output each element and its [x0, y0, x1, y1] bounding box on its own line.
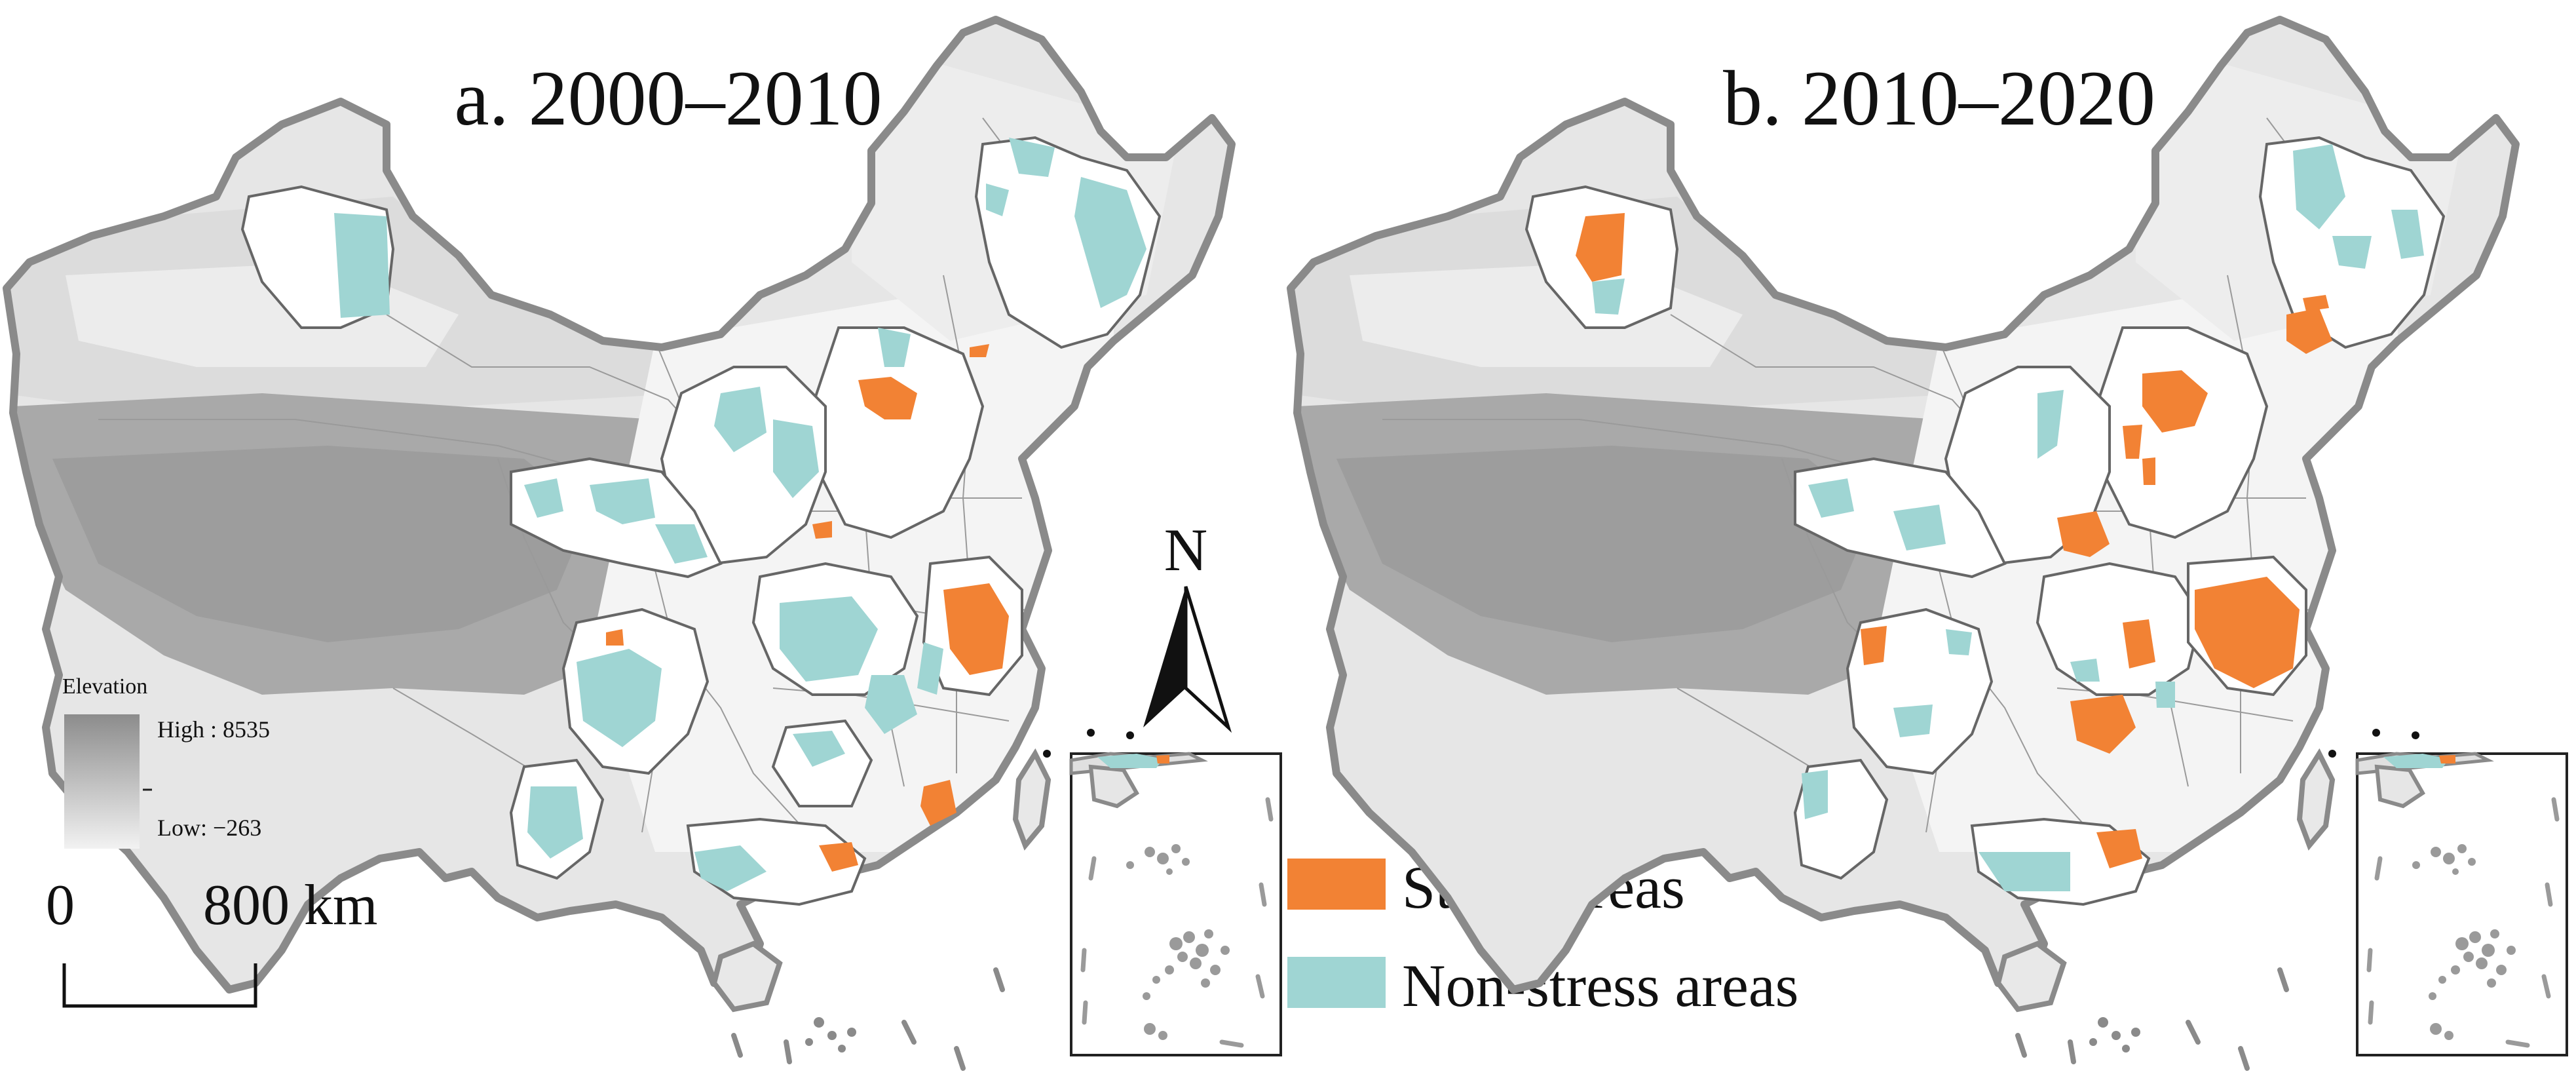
panel-b-map — [1284, 20, 2516, 1068]
stress-xinjiang-b — [1576, 213, 1625, 282]
nonstress-gansu-b — [1808, 478, 1854, 518]
nonstress-hubei-a — [780, 596, 878, 682]
nonstress-yunnan-b — [1802, 770, 1828, 819]
nonstress-northeast-b3 — [2332, 236, 2372, 269]
nonstress-ningxia-a — [655, 524, 708, 564]
stress-jiangsu-b — [2195, 577, 2300, 688]
legend-swatch-nonstress — [1287, 957, 1386, 1008]
nonstress-gansu-a — [524, 478, 563, 518]
panel-b-title: b. 2010–2020 — [1723, 54, 2155, 142]
stress-guangdong-a — [819, 842, 858, 872]
nonstress-anhui-a — [917, 642, 943, 695]
stress-hubei-b — [2123, 619, 2155, 668]
stress-central-b — [2057, 511, 2110, 557]
stress-sichuan-b — [1861, 626, 1887, 665]
stress-northeast-b2 — [2303, 295, 2329, 311]
nonstress-northeast-a2 — [1009, 138, 1055, 177]
nonstress-jiangxi-a — [865, 675, 917, 734]
elevation-legend: Elevation High : 8535 Low: −263 — [62, 674, 270, 849]
stress-fujian-a — [920, 780, 957, 826]
elevation-gradient-bar — [64, 714, 140, 849]
elevation-high-label: High : 8535 — [157, 716, 270, 743]
nonstress-yunnan-a — [527, 786, 583, 859]
scale-bar-end: 800 km — [203, 874, 377, 937]
stress-guangdong-b — [2096, 829, 2142, 868]
scale-bar: 0 800 km — [46, 874, 377, 1008]
stress-jiangsu-a — [943, 583, 1009, 675]
scale-bar-line — [62, 963, 257, 1008]
stress-beijing-b — [2142, 370, 2208, 433]
nonstress-xinjiang-b — [1592, 279, 1625, 315]
stress-hebei-b — [2123, 425, 2142, 459]
north-arrow-label: N — [1164, 516, 1207, 583]
legend-swatch-stress — [1287, 859, 1386, 910]
nonstress-gansu-a2 — [590, 478, 655, 524]
inset-south-china-sea-b — [2357, 754, 2567, 1055]
nonstress-xinjiang-a — [334, 213, 390, 318]
panel-a-title: a. 2000–2010 — [454, 54, 882, 142]
stress-liaoning-a — [970, 344, 989, 357]
stress-northeast-b — [2286, 308, 2332, 354]
nonstress-northeast-a3 — [986, 184, 1009, 216]
nonstress-central-north-b1 — [2037, 390, 2064, 459]
nonstress-guangxi-a — [694, 845, 767, 891]
nonstress-hebei-a — [878, 328, 911, 367]
north-arrow: N — [1143, 516, 1232, 733]
nonstress-gansu-b2 — [1893, 505, 1946, 551]
stress-sichuan-a — [606, 629, 624, 646]
stress-beijing-a — [858, 377, 917, 419]
nonstress-hunan-a — [793, 731, 845, 767]
nonstress-jiangxi-b — [2155, 682, 2175, 708]
stress-hunan-b — [2070, 695, 2136, 754]
scale-bar-start: 0 — [46, 874, 75, 937]
nonstress-central-north-a1 — [714, 387, 767, 452]
nonstress-guangxi-b — [1979, 852, 2070, 891]
inset-a-dots — [1043, 729, 1134, 758]
stress-henan-a — [812, 521, 832, 539]
nonstress-central-north-a2 — [773, 419, 819, 498]
nonstress-sichuan-b — [1946, 629, 1972, 655]
stress-shandong-b — [2142, 457, 2155, 485]
legend-label-nonstress: Non-stress areas — [1402, 952, 1798, 1019]
nonstress-sichuan-b2 — [1893, 705, 1933, 737]
nonstress-northeast-b1 — [2293, 144, 2345, 229]
north-arrow-left-half — [1143, 587, 1186, 727]
panel-a-map — [0, 20, 1232, 1068]
inset-b-dots — [2328, 729, 2419, 758]
nonstress-sichuan-a — [577, 649, 662, 747]
north-arrow-right-half — [1184, 586, 1232, 733]
nonstress-northeast-a — [1074, 177, 1146, 308]
elevation-legend-title: Elevation — [62, 674, 147, 699]
nonstress-northeast-b2 — [2391, 210, 2424, 259]
nonstress-hubei-b — [2070, 659, 2100, 682]
elevation-low-label: Low: −263 — [157, 815, 261, 841]
inset-south-china-sea-a — [1071, 754, 1281, 1055]
